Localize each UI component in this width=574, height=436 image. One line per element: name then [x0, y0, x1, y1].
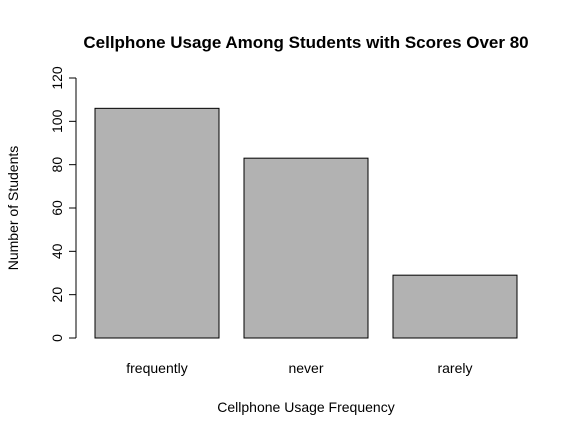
bar-rarely — [392, 274, 518, 339]
y-tick-label-0: 0 — [49, 334, 65, 342]
x-tick-labels: frequently never rarely — [126, 360, 472, 376]
x-tick-label-rarely: rarely — [437, 360, 472, 376]
bar-frequently — [94, 107, 220, 339]
y-tick-label-120: 120 — [49, 66, 65, 90]
x-tick-label-frequently: frequently — [126, 360, 187, 376]
y-axis-label: Number of Students — [5, 146, 21, 271]
bars — [94, 107, 518, 339]
chart-title: Cellphone Usage Among Students with Scor… — [83, 33, 528, 52]
x-tick-label-never: never — [288, 360, 323, 376]
y-tick-label-100: 100 — [49, 109, 65, 133]
y-tick-label-60: 60 — [49, 200, 65, 216]
y-axis: 0 20 40 60 80 100 120 — [49, 66, 77, 342]
y-tick-label-80: 80 — [49, 157, 65, 173]
y-tick-label-40: 40 — [49, 243, 65, 259]
x-axis-label: Cellphone Usage Frequency — [217, 399, 394, 415]
y-tick-label-20: 20 — [49, 287, 65, 303]
bar-never — [243, 157, 369, 339]
